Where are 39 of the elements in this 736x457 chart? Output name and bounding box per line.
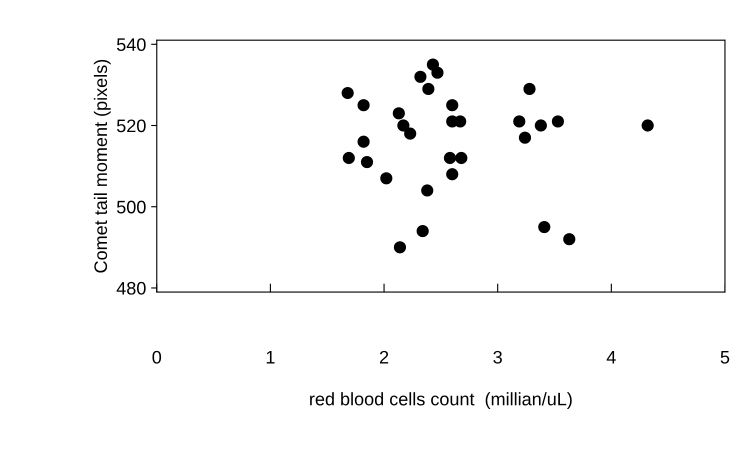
- point: [444, 152, 456, 164]
- x-tick-label: 2: [380, 350, 388, 364]
- point: [358, 136, 370, 148]
- point: [455, 152, 468, 164]
- x-axis-title: red blood cells count (millian/uL): [310, 392, 572, 410]
- point: [416, 225, 429, 238]
- point: [342, 86, 354, 100]
- point: [538, 220, 550, 234]
- point: [446, 168, 458, 180]
- y-tick-label: 540: [116, 38, 146, 51]
- y-tick-label: 520: [116, 119, 146, 132]
- point: [397, 119, 410, 132]
- x-tick-label: 4: [606, 351, 616, 364]
- x-tick-label: 5: [720, 351, 730, 364]
- point: [552, 115, 564, 128]
- point: [534, 119, 547, 132]
- point: [513, 115, 526, 128]
- point: [422, 82, 434, 96]
- point: [523, 82, 536, 96]
- y-tick-label: 500: [116, 200, 146, 214]
- y-axis-title: Comet tail moment (pixels): [94, 60, 111, 273]
- y-tick-label: 480: [116, 282, 146, 295]
- point: [342, 152, 355, 164]
- point: [414, 70, 426, 83]
- point: [518, 132, 532, 144]
- point: [404, 128, 416, 140]
- point: [563, 233, 576, 246]
- point: [642, 119, 654, 132]
- x-tick-label: 3: [493, 350, 502, 364]
- x-tick-label: 1: [266, 351, 275, 364]
- point: [394, 241, 406, 254]
- point: [446, 99, 458, 112]
- point: [380, 172, 392, 184]
- point: [431, 66, 444, 79]
- point: [358, 99, 370, 112]
- x-tick-label: 0: [152, 350, 162, 364]
- point: [421, 184, 434, 197]
- point: [392, 107, 405, 120]
- point: [360, 156, 374, 168]
